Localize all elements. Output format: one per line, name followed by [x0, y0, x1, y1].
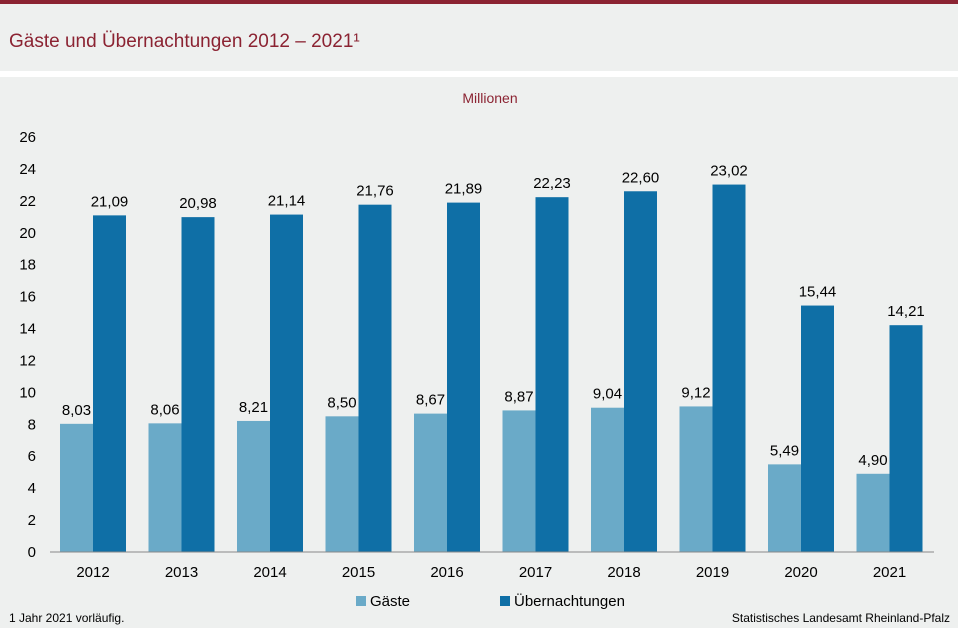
y-tick-label: 14: [19, 321, 36, 338]
data-label: 8,06: [150, 401, 179, 418]
bar-guests: [768, 464, 801, 552]
y-tick-label: 18: [19, 257, 36, 274]
data-label: 20,98: [179, 195, 217, 212]
x-tick-label: 2013: [165, 564, 198, 581]
bar-nights: [181, 217, 215, 552]
y-tick-label: 0: [28, 544, 36, 561]
legend-swatch-guests: [356, 596, 366, 606]
data-label: 14,21: [887, 303, 925, 320]
y-tick-label: 22: [19, 193, 36, 210]
legend-label-nights: Übernachtungen: [514, 592, 625, 610]
bar-nights: [93, 215, 126, 552]
bar-guests: [60, 423, 93, 552]
y-tick-label: 24: [19, 161, 36, 178]
bar-nights: [801, 305, 834, 552]
legend: Gäste Übernachtungen: [356, 592, 625, 610]
data-label: 23,02: [710, 163, 748, 180]
header-divider: [0, 71, 958, 77]
legend-swatch-nights: [500, 596, 510, 606]
x-tick-label: 2020: [784, 564, 817, 581]
bar-nights: [447, 202, 480, 552]
y-tick-label: 4: [28, 480, 36, 497]
x-tick-label: 2014: [253, 564, 286, 581]
x-tick-label: 2015: [342, 564, 375, 581]
bar-guests: [856, 473, 890, 552]
x-tick-label: 2019: [696, 564, 729, 581]
data-label: 8,67: [416, 392, 445, 409]
bar-guests: [237, 420, 270, 552]
x-tick-label: 2016: [430, 564, 463, 581]
bar-nights: [624, 191, 657, 552]
data-label: 5,49: [770, 442, 799, 459]
bar-nights: [712, 184, 746, 553]
data-label: 8,87: [504, 388, 533, 405]
bar-nights: [535, 197, 569, 553]
footnote: 1 Jahr 2021 vorläufig.: [9, 611, 124, 625]
top-accent-rule: [0, 0, 958, 4]
bar-nights: [270, 214, 303, 553]
y-tick-label: 26: [19, 129, 36, 146]
bar-series: 8,03 21,09 8,06 20,98 8,21 21,14 8,50 21,76 8,67…: [60, 163, 925, 553]
data-label: 21,76: [356, 183, 394, 200]
x-tick-label: 2012: [76, 564, 109, 581]
bar-guests: [502, 410, 536, 552]
y-tick-label: 10: [19, 384, 36, 401]
data-label: 4,90: [858, 452, 887, 469]
legend-label-guests: Gäste: [370, 593, 410, 610]
chart-title: Gäste und Übernachtungen 2012 – 2021¹: [9, 31, 360, 52]
chart-header: Gäste und Übernachtungen 2012 – 2021¹: [0, 4, 958, 71]
y-tick-label: 6: [28, 448, 36, 465]
x-axis: 2012 2013 2014 2015 2016 2017 2018 2019 2020 2021: [76, 564, 906, 581]
data-label: 22,60: [622, 169, 660, 186]
x-tick-label: 2017: [519, 564, 552, 581]
bar-guests: [679, 406, 713, 552]
data-label: 21,09: [91, 193, 129, 210]
y-tick-label: 2: [28, 512, 36, 529]
data-label: 15,44: [799, 284, 837, 301]
y-tick-label: 16: [19, 289, 36, 306]
bar-nights: [358, 204, 392, 552]
y-tick-label: 20: [19, 225, 36, 242]
data-label: 21,89: [445, 181, 483, 198]
data-label: 8,03: [62, 402, 91, 419]
bar-guests: [148, 423, 182, 552]
unit-label: Millionen: [462, 90, 517, 106]
source-note: Statistisches Landesamt Rheinland-Pfalz: [732, 611, 950, 625]
x-tick-label: 2021: [873, 564, 906, 581]
bar-guests: [414, 413, 447, 552]
data-label: 9,04: [593, 386, 622, 403]
data-label: 8,21: [239, 399, 268, 416]
bar-guests: [325, 416, 359, 552]
data-label: 8,50: [327, 394, 356, 411]
y-tick-label: 8: [28, 416, 36, 433]
y-tick-label: 12: [19, 352, 36, 369]
data-label: 22,23: [533, 175, 571, 192]
bar-nights: [889, 325, 923, 552]
data-label: 21,14: [268, 193, 306, 210]
data-label: 9,12: [681, 384, 710, 401]
x-tick-label: 2018: [607, 564, 640, 581]
bar-guests: [591, 407, 624, 552]
